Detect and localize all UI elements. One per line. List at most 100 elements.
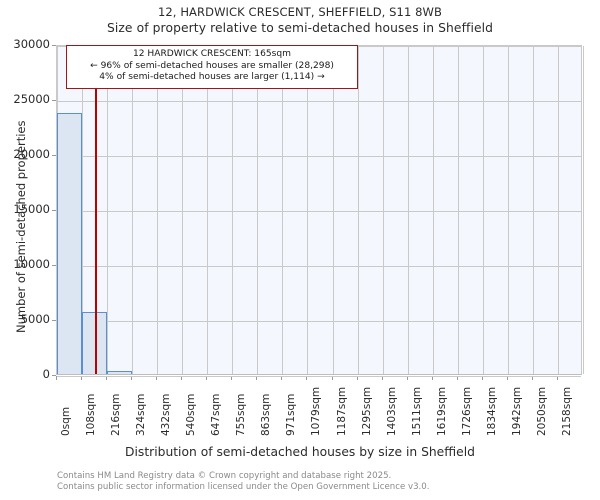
- annotation-line-1: 12 HARDWICK CRESCENT: 165sqm: [132, 49, 292, 59]
- gridline-horizontal: [57, 101, 581, 102]
- footer-attribution: Contains HM Land Registry data © Crown c…: [57, 471, 429, 492]
- x-tick-label: 1511sqm: [410, 386, 423, 436]
- gridline-vertical: [532, 46, 534, 374]
- chart-subtitle: Size of property relative to semi-detach…: [106, 21, 494, 35]
- x-tick-mark: [456, 376, 458, 380]
- annotation-line-3: 4% of semi-detached houses are larger (1…: [99, 72, 325, 83]
- x-tick-mark: [56, 376, 57, 380]
- x-tick-label: 0sqm: [60, 406, 72, 436]
- chart-title: 12, HARDWICK CRESCENT, SHEFFIELD, S11 8W…: [157, 5, 443, 19]
- bar: [107, 370, 133, 374]
- x-tick-label: 2050sqm: [535, 386, 548, 436]
- bar: [82, 312, 108, 374]
- gridline-vertical: [282, 46, 284, 374]
- x-tick-label: 216sqm: [110, 393, 123, 436]
- gridline-vertical: [132, 46, 134, 374]
- x-tick-label: 1079sqm: [310, 386, 323, 436]
- gridline-vertical: [232, 46, 234, 374]
- x-tick-label: 324sqm: [135, 393, 148, 436]
- x-tick-mark: [381, 376, 383, 380]
- y-tick-label: 15000: [13, 202, 50, 216]
- gridline-vertical: [557, 46, 559, 374]
- x-tick-mark: [306, 376, 308, 380]
- x-axis-label: Distribution of semi-detached houses by …: [125, 445, 475, 459]
- x-tick-mark: [206, 376, 208, 380]
- gridline-horizontal: [57, 376, 581, 377]
- gridline-vertical: [107, 46, 109, 374]
- y-tick-label: 20000: [13, 147, 50, 161]
- gridline-vertical: [207, 46, 209, 374]
- x-tick-label: 1619sqm: [435, 386, 448, 436]
- x-tick-mark: [356, 376, 358, 380]
- y-tick-label: 5000: [20, 312, 50, 326]
- x-tick-mark: [181, 376, 183, 380]
- x-tick-mark: [231, 376, 233, 380]
- x-tick-label: 2158sqm: [560, 386, 573, 436]
- x-tick-label: 108sqm: [85, 393, 98, 436]
- x-tick-mark: [156, 376, 158, 380]
- plot-area: [56, 45, 584, 377]
- y-tick-mark: [52, 265, 56, 266]
- x-tick-mark: [506, 376, 508, 380]
- y-tick-label: 25000: [13, 92, 50, 106]
- property-marker-line: [95, 46, 97, 374]
- x-tick-label: 1295sqm: [360, 386, 373, 436]
- x-tick-label: 647sqm: [210, 393, 223, 436]
- annotation-line-2: ← 96% of semi-detached houses are smalle…: [90, 60, 334, 71]
- x-tick-label: 1834sqm: [485, 386, 498, 436]
- y-tick-mark: [52, 210, 56, 211]
- x-tick-mark: [556, 376, 558, 380]
- gridline-horizontal: [57, 156, 581, 157]
- x-tick-label: 755sqm: [235, 393, 248, 436]
- x-tick-label: 1187sqm: [335, 386, 348, 436]
- y-tick-label: 10000: [13, 257, 50, 271]
- gridline-vertical: [332, 46, 334, 374]
- x-tick-mark: [406, 376, 408, 380]
- gridline-vertical: [457, 46, 459, 374]
- x-tick-mark: [431, 376, 433, 380]
- x-tick-mark: [81, 376, 83, 380]
- gridline-vertical: [307, 46, 309, 374]
- x-tick-mark: [281, 376, 283, 380]
- x-tick-mark: [531, 376, 533, 380]
- x-tick-label: 1942sqm: [510, 386, 523, 436]
- x-tick-label: 432sqm: [160, 393, 173, 436]
- y-tick-label: 30000: [13, 37, 50, 51]
- gridline-vertical: [182, 46, 184, 374]
- x-tick-label: 1726sqm: [460, 386, 473, 436]
- x-tick-mark: [256, 376, 258, 380]
- gridline-vertical: [432, 46, 434, 374]
- footer-line-2: Contains public sector information licen…: [57, 481, 430, 492]
- y-tick-mark: [52, 100, 56, 101]
- x-tick-label: 971sqm: [285, 393, 298, 436]
- gridline-vertical: [357, 46, 359, 374]
- y-tick-label: 0: [42, 367, 50, 381]
- x-tick-label: 863sqm: [260, 393, 273, 436]
- x-tick-label: 540sqm: [185, 393, 198, 436]
- x-tick-mark: [481, 376, 483, 380]
- gridline-vertical: [82, 46, 84, 374]
- y-tick-mark: [52, 155, 56, 156]
- footer-line-1: Contains HM Land Registry data © Crown c…: [57, 471, 392, 481]
- y-tick-mark: [52, 375, 56, 376]
- gridline-horizontal: [57, 321, 581, 322]
- gridline-vertical: [583, 46, 584, 374]
- x-tick-mark: [131, 376, 133, 380]
- bar: [57, 113, 83, 374]
- gridline-horizontal: [57, 266, 581, 267]
- y-tick-mark: [52, 320, 56, 321]
- plot-inner: [57, 46, 584, 377]
- x-tick-mark: [331, 376, 333, 380]
- y-tick-mark: [52, 45, 56, 46]
- x-tick-label: 1403sqm: [385, 386, 398, 436]
- gridline-vertical: [482, 46, 484, 374]
- gridline-vertical: [407, 46, 409, 374]
- property-annotation-box: 12 HARDWICK CRESCENT: 165sqm ← 96% of se…: [66, 45, 358, 89]
- gridline-horizontal: [57, 211, 581, 212]
- gridline-vertical: [382, 46, 384, 374]
- gridline-vertical: [257, 46, 259, 374]
- gridline-vertical: [157, 46, 159, 374]
- x-tick-mark: [106, 376, 108, 380]
- gridline-vertical: [507, 46, 509, 374]
